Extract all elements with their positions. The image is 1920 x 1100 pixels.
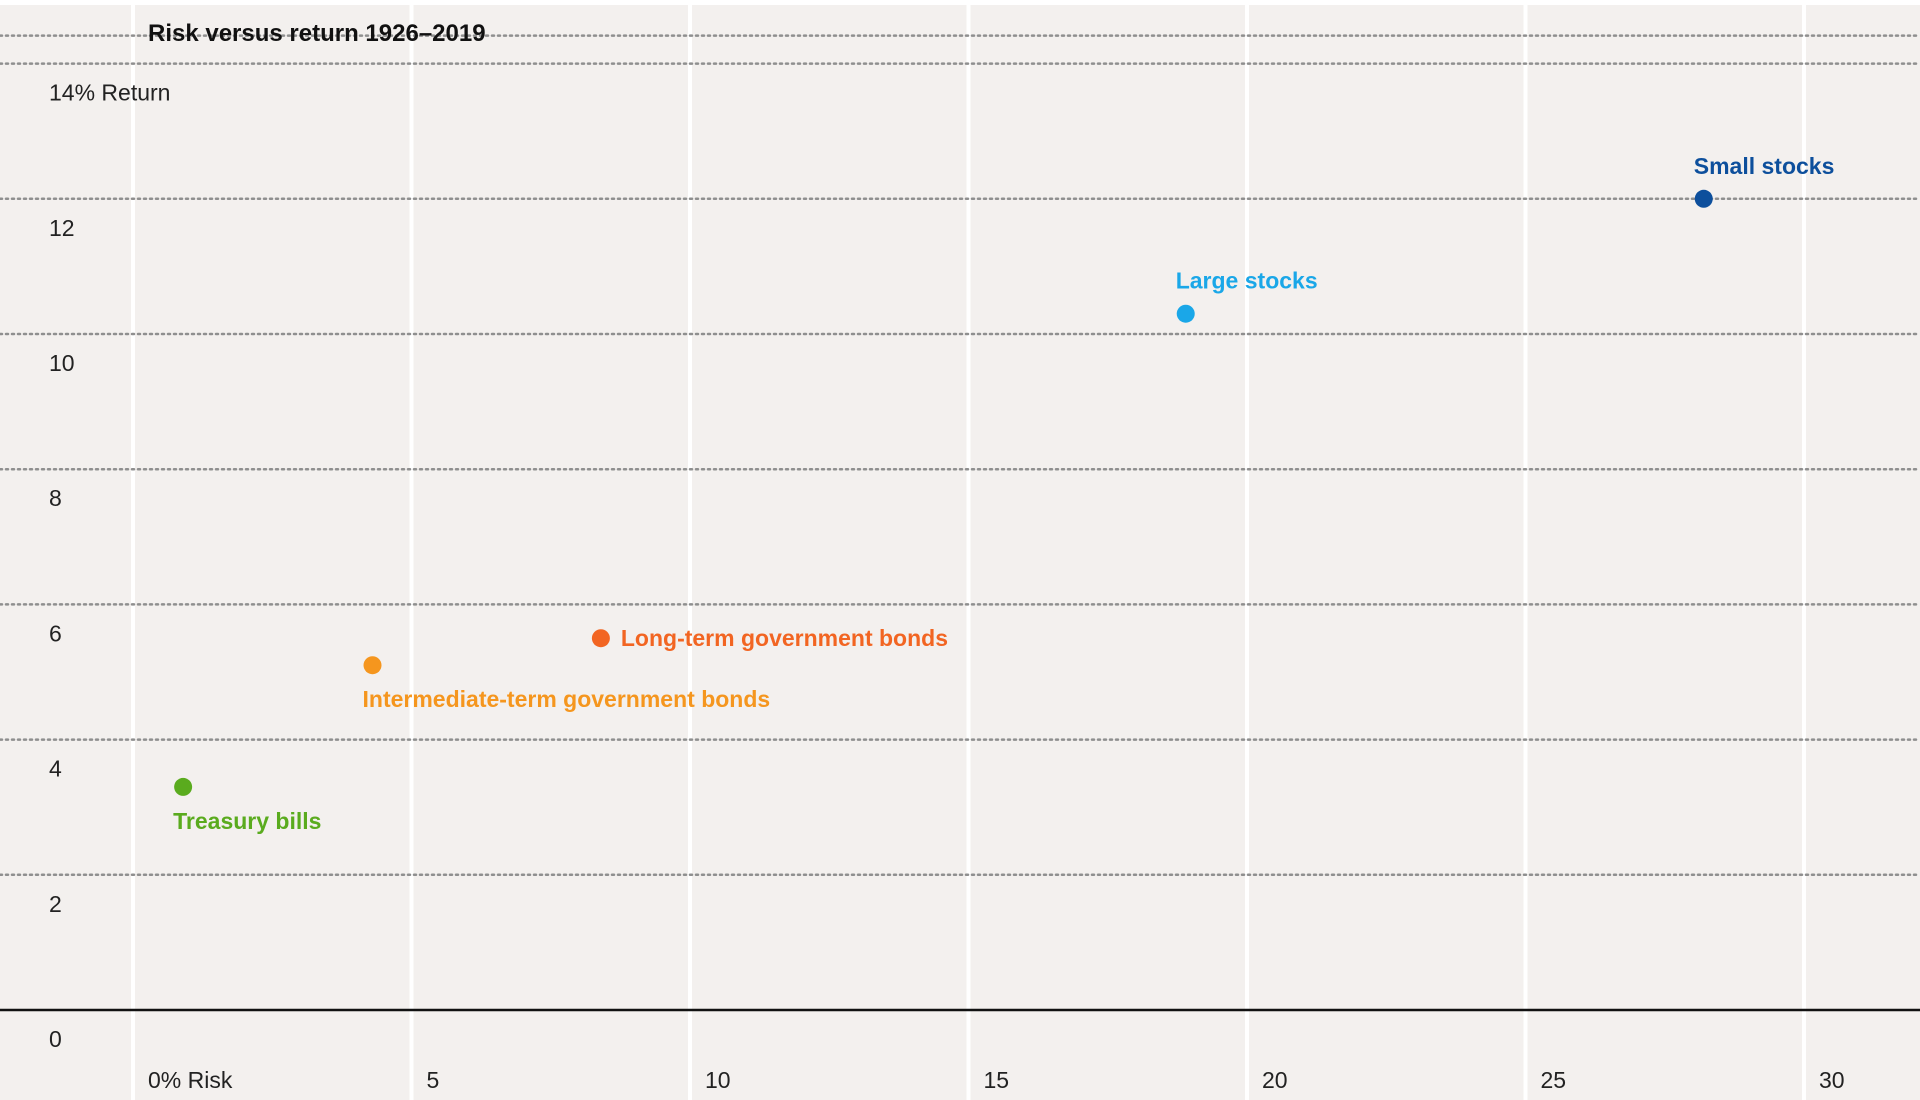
data-point xyxy=(1694,189,1713,208)
x-tick-label: 20 xyxy=(1262,1067,1288,1093)
data-point xyxy=(363,656,382,675)
data-point xyxy=(591,629,610,648)
data-point xyxy=(1176,304,1195,323)
y-tick-label: 12 xyxy=(49,215,75,241)
x-tick-label: 5 xyxy=(427,1067,440,1093)
y-tick-label: 14% Return xyxy=(49,80,170,106)
y-tick-label: 10 xyxy=(49,350,75,376)
y-tick-label: 6 xyxy=(49,620,62,646)
y-tick-label: 8 xyxy=(49,485,62,511)
x-tick-label: 30 xyxy=(1819,1067,1845,1093)
x-tick-label: 15 xyxy=(984,1067,1010,1093)
data-point-label: Treasury bills xyxy=(173,808,321,834)
plot-background xyxy=(0,5,1920,1100)
data-point-label: Small stocks xyxy=(1694,153,1835,179)
y-tick-label: 4 xyxy=(49,756,62,782)
x-tick-label: 10 xyxy=(705,1067,731,1093)
y-tick-label: 0 xyxy=(49,1026,62,1052)
chart-title: Risk versus return 1926–2019 xyxy=(148,20,486,47)
x-tick-label: 25 xyxy=(1541,1067,1567,1093)
data-point-label: Large stocks xyxy=(1176,268,1318,294)
data-point-label: Intermediate-term government bonds xyxy=(363,686,771,712)
x-tick-label: 0% Risk xyxy=(148,1067,233,1093)
data-point-label: Long-term government bonds xyxy=(621,625,948,651)
y-tick-label: 2 xyxy=(49,891,62,917)
data-point xyxy=(174,777,193,796)
